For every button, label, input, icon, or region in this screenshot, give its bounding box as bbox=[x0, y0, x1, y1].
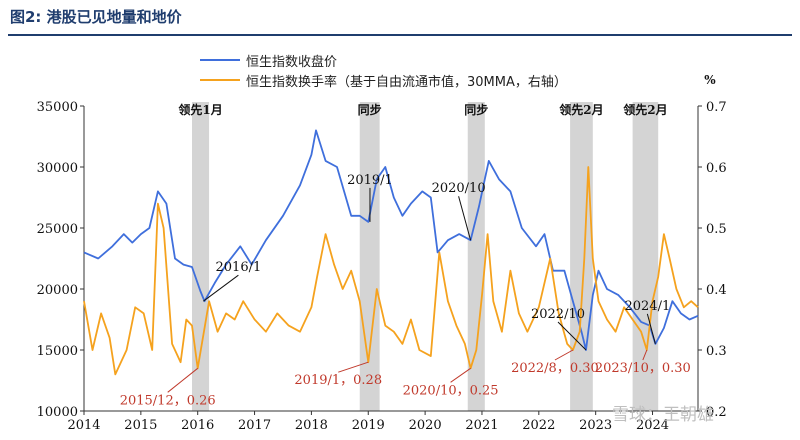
x-tick-label: 2018 bbox=[295, 418, 328, 433]
y-tick-label-left: 30000 bbox=[37, 161, 78, 176]
x-tick-label: 2015 bbox=[124, 418, 157, 433]
annotation-leader bbox=[646, 313, 656, 345]
shaded-region bbox=[359, 102, 380, 411]
title-rule bbox=[8, 34, 792, 36]
y-tick-label-left: 25000 bbox=[37, 222, 78, 237]
shaded-region-label: 领先2月 bbox=[623, 102, 667, 117]
annotation-leader bbox=[642, 349, 648, 361]
y-tick-label-right: 0.3 bbox=[706, 344, 727, 359]
legend-label-turnover: 恒生指数换手率（基于自由流通市值，30MMA，右轴） bbox=[246, 74, 567, 90]
annotation-label: 2015/12，0.26 bbox=[120, 393, 216, 408]
x-tick-label: 2023 bbox=[579, 418, 612, 433]
annotation-label: 2020/10 bbox=[432, 181, 486, 196]
x-tick-label: 2017 bbox=[238, 418, 271, 433]
y-axis-right-unit: % bbox=[704, 73, 716, 87]
y-tick-label-right: 0.7 bbox=[706, 100, 727, 115]
x-tick-label: 2022 bbox=[522, 418, 555, 433]
shaded-region bbox=[192, 102, 210, 411]
annotation-leader bbox=[167, 367, 199, 393]
x-tick-label: 2024 bbox=[636, 418, 669, 433]
series-lines bbox=[83, 129, 699, 376]
annotation-label: 2024/1 bbox=[624, 299, 670, 314]
legend-label-index: 恒生指数收盘价 bbox=[246, 54, 338, 70]
x-tick-label: 2014 bbox=[67, 418, 100, 433]
annotations: 领先1月 同步 同步 领先2月 领先2月 2016/1 2019/1 2020/10 2022/… bbox=[120, 102, 691, 408]
x-tick-label: 2021 bbox=[465, 418, 498, 433]
annotation-label: 2020/10，0.25 bbox=[403, 383, 499, 398]
x-tick-label: 2019 bbox=[352, 418, 385, 433]
x-tick-label: 2016 bbox=[181, 418, 214, 433]
annotation-label: 2022/8，0.30 bbox=[511, 361, 599, 376]
annotation-label: 2023/10，0.30 bbox=[595, 361, 691, 376]
annotation-label: 2022/10 bbox=[531, 307, 585, 322]
y-tick-label-right: 0.6 bbox=[706, 161, 727, 176]
shaded-region-label: 同步 bbox=[358, 102, 382, 117]
series-line-turnover bbox=[83, 166, 699, 376]
annotation-leader bbox=[554, 349, 574, 361]
shaded-region-label: 同步 bbox=[464, 102, 488, 117]
y-tick-label-right: 0.5 bbox=[706, 222, 727, 237]
y-tick-label-left: 20000 bbox=[37, 283, 78, 298]
annotation-leader bbox=[338, 361, 369, 373]
legend-swatch-turnover bbox=[200, 79, 240, 81]
shaded-region bbox=[632, 102, 659, 411]
annotation-label: 2016/1 bbox=[216, 260, 262, 275]
series-line-index bbox=[83, 129, 699, 351]
y-tick-label-right: 0.2 bbox=[706, 405, 727, 420]
legend-entry-index: 恒生指数收盘价 bbox=[200, 50, 567, 70]
watermark: 雪球：王朝雄 bbox=[612, 405, 714, 425]
legend-swatch-index bbox=[200, 59, 240, 61]
annotation-label: 2019/1，0.28 bbox=[294, 373, 382, 388]
y-tick-label-left: 15000 bbox=[37, 344, 78, 359]
y-tick-label-left: 10000 bbox=[37, 405, 78, 420]
y-tick-label-left: 35000 bbox=[37, 100, 78, 115]
y-tick-label-right: 0.4 bbox=[706, 283, 727, 298]
legend: 恒生指数收盘价 恒生指数换手率（基于自由流通市值，30MMA，右轴） bbox=[200, 50, 567, 90]
figure-title: 图2: 港股已见地量和地价 bbox=[10, 8, 182, 26]
shaded-region bbox=[467, 102, 485, 411]
annotation-leader bbox=[557, 321, 587, 351]
x-tick-label: 2020 bbox=[409, 418, 442, 433]
annotation-label: 2019/1 bbox=[347, 173, 393, 188]
annotation-leader bbox=[203, 274, 239, 302]
shaded-region-label: 领先2月 bbox=[559, 102, 603, 117]
shaded-region-label: 领先1月 bbox=[178, 102, 222, 117]
legend-entry-turnover: 恒生指数换手率（基于自由流通市值，30MMA，右轴） bbox=[200, 70, 567, 90]
annotation-leader bbox=[458, 196, 472, 241]
annotation-leader bbox=[450, 367, 471, 383]
axes: 2014 2015 2016 2017 2018 2019 2020 2021 2022 2023… bbox=[37, 73, 727, 433]
